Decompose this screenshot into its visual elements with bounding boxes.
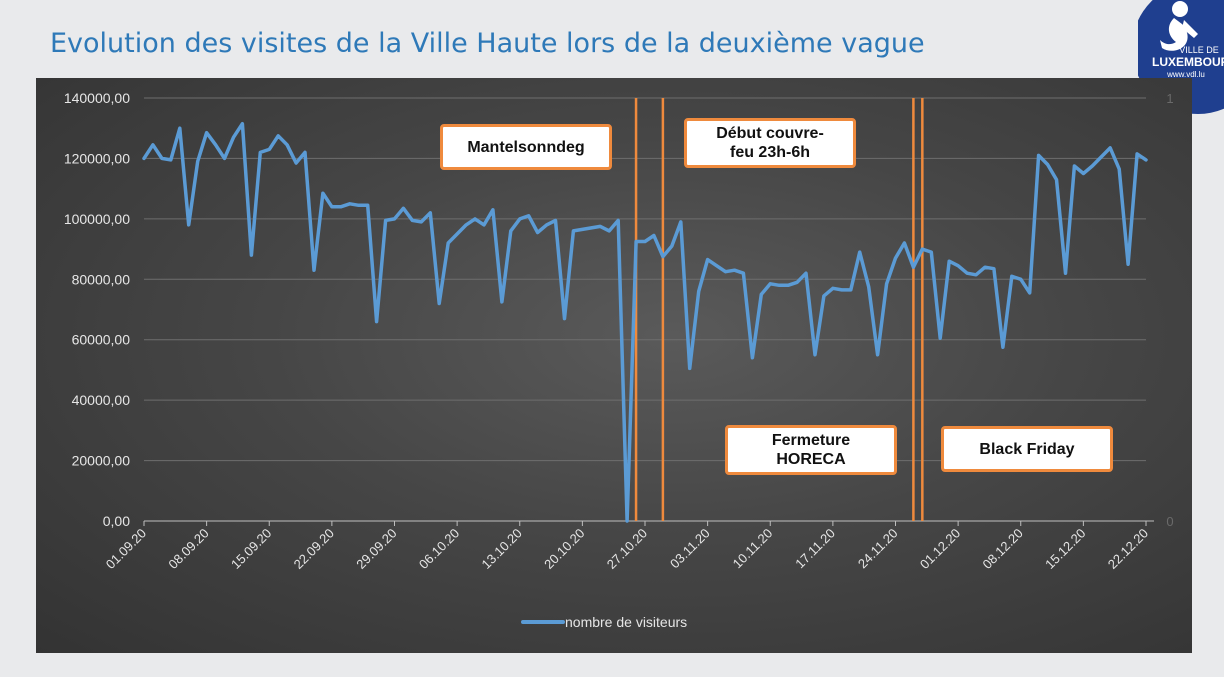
x-tick-label: 03.11.20 <box>667 526 713 572</box>
x-tick-label: 15.09.20 <box>228 526 274 572</box>
x-tick-label: 01.09.20 <box>103 526 149 572</box>
page-title: Evolution des visites de la Ville Haute … <box>50 28 925 59</box>
line-chart: 0,0020000,0040000,0060000,0080000,001000… <box>64 90 1174 572</box>
y-tick-label: 0,00 <box>103 513 130 529</box>
y-tick-label: 140000,00 <box>64 90 130 106</box>
x-tick-label: 10.11.20 <box>730 526 776 572</box>
x-tick-label: 06.10.20 <box>416 526 462 572</box>
secondary-axis: 10 <box>1166 91 1173 529</box>
x-tick-label: 08.09.20 <box>165 526 211 572</box>
series-line-nombre-de-visiteurs <box>142 121 1148 523</box>
annotation-black-friday: Black Friday <box>941 426 1113 472</box>
y-tick-label: 20000,00 <box>72 453 131 469</box>
y-tick-label: 40000,00 <box>72 392 131 408</box>
secondary-axis-max-label: 1 <box>1166 91 1173 106</box>
x-tick-label: 22.09.20 <box>291 526 337 572</box>
y-axis-ticks: 0,00 20000,00 40000,00 60000,00 80000,00 1000… <box>64 90 130 529</box>
x-tick-label: 13.10.20 <box>478 526 524 572</box>
event-lines <box>634 98 924 521</box>
y-tick-label: 100000,00 <box>64 211 130 227</box>
series-lines <box>142 121 1148 523</box>
x-tick-label: 24.11.20 <box>855 526 901 572</box>
legend-label-nombre-de-visiteurs: nombre de visiteurs <box>565 614 688 630</box>
legend-swatch-nombre-de-visiteurs <box>521 620 565 624</box>
x-tick-label: 20.10.20 <box>541 526 587 572</box>
legend: nombre de visiteurs <box>521 614 687 630</box>
x-tick-label: 29.09.20 <box>353 526 399 572</box>
x-tick-label: 15.12.20 <box>1042 526 1088 572</box>
annotation-fermeture-horeca: Fermeture HORECA <box>725 425 897 475</box>
annotation-debut-couvre-feu: Début couvre- feu 23h-6h <box>684 118 856 168</box>
x-axis-ticks: 01.09.20 08.09.20 15.09.20 22.09.20 29.09.20… <box>103 521 1151 572</box>
logo-text-ville-de: VILLE DE <box>1179 45 1219 55</box>
y-tick-label: 120000,00 <box>64 150 130 166</box>
chart-panel: 0,00 20000,00 40000,00 60000,00 80000,00 1000… <box>36 78 1192 653</box>
y-tick-label: 80000,00 <box>72 271 131 287</box>
annotation-mantelsonndeg: Mantelsonndeg <box>440 124 612 170</box>
logo-text-luxembourg: LUXEMBOURG <box>1152 55 1224 69</box>
x-tick-label: 22.12.20 <box>1105 526 1151 572</box>
x-tick-label: 17.11.20 <box>792 526 838 572</box>
x-tick-label: 27.10.20 <box>604 526 650 572</box>
x-tick-label: 01.12.20 <box>917 526 963 572</box>
logo-url: www.vdl.lu <box>1167 70 1205 79</box>
secondary-axis-min-label: 0 <box>1166 514 1173 529</box>
y-tick-label: 60000,00 <box>72 332 131 348</box>
x-tick-label: 08.12.20 <box>979 526 1025 572</box>
